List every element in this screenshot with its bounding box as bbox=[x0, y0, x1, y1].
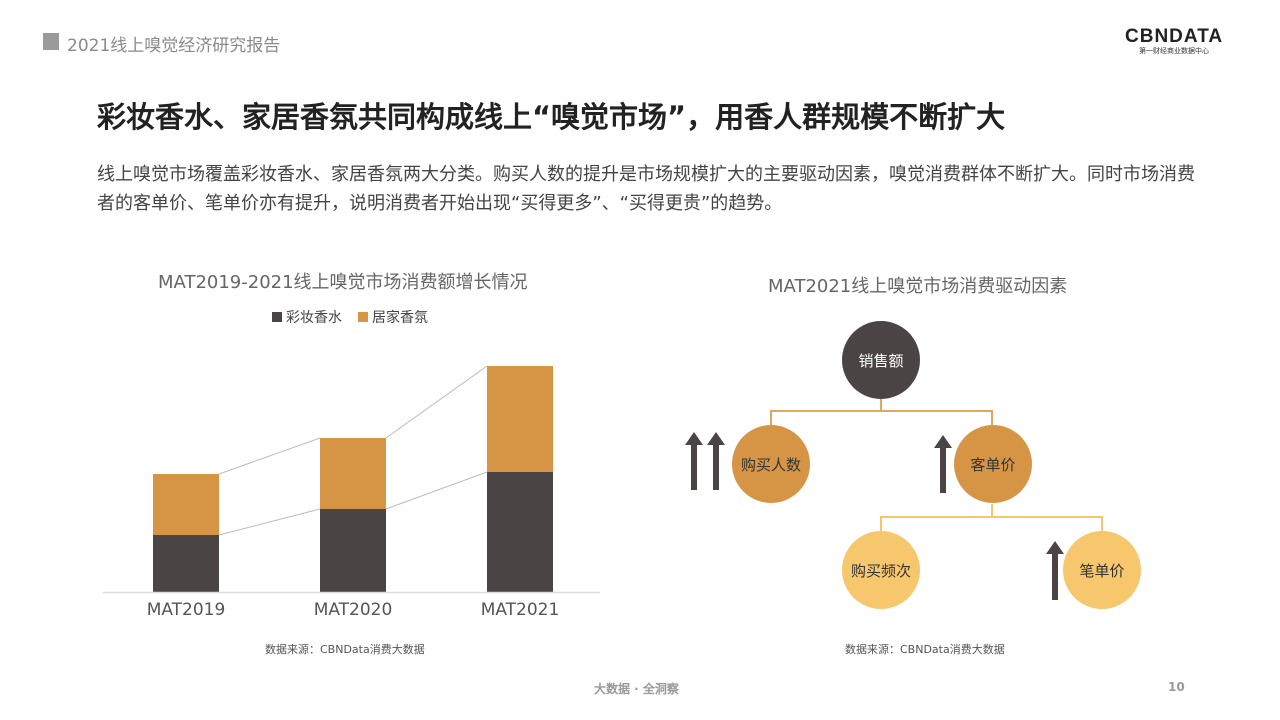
chart-title: MAT2019-2021线上嗅觉市场消费额增长情况 bbox=[158, 272, 528, 293]
chart-source: 数据来源：CBNData消费大数据 bbox=[265, 643, 425, 656]
report-title: 2021线上嗅觉经济研究报告 bbox=[67, 36, 281, 56]
connector-level2 bbox=[880, 504, 1103, 531]
bar-MAT2020-0 bbox=[320, 509, 386, 592]
node-frequency: 购买频次 bbox=[842, 531, 920, 609]
logo-subtitle: 第一财经商业数据中心 bbox=[1139, 47, 1210, 55]
logo: CBNDATA 第一财经商业数据中心 bbox=[1125, 26, 1223, 56]
node-price-per-order: 笔单价 bbox=[1063, 531, 1141, 609]
x-tick-label: MAT2019 bbox=[146, 600, 226, 620]
slide-title: 彩妆香水、家居香氛共同构成线上“嗅觉市场”，用香人群规模不断扩大 bbox=[97, 100, 1006, 134]
trend-line bbox=[385, 365, 488, 439]
bar-MAT2020-1 bbox=[320, 438, 386, 509]
bar-MAT2021-0 bbox=[487, 472, 553, 592]
bar-MAT2019-0 bbox=[153, 535, 219, 592]
legend-item: 彩妆香水 bbox=[272, 307, 342, 327]
x-tick-label: MAT2021 bbox=[480, 600, 560, 620]
bar-chart bbox=[103, 365, 600, 594]
footer-slogan: 大数据 · 全洞察 bbox=[594, 682, 679, 696]
up-arrow-icon bbox=[685, 432, 703, 490]
header-marker bbox=[43, 33, 59, 50]
trend-line bbox=[385, 471, 488, 510]
node-sales: 销售额 bbox=[842, 321, 920, 399]
slide-description: 线上嗅觉市场覆盖彩妆香水、家居香氛两大分类。购买人数的提升是市场规模扩大的主要驱… bbox=[97, 164, 1195, 214]
legend-item: 居家香氛 bbox=[358, 307, 428, 327]
logo-text: CBNDATA bbox=[1125, 26, 1224, 47]
up-arrow-icon bbox=[934, 435, 952, 493]
trend-line bbox=[218, 508, 321, 536]
bar-MAT2021-1 bbox=[487, 366, 553, 472]
chart-legend: 彩妆香水 居家香氛 bbox=[272, 307, 428, 327]
page-number: 10 bbox=[1168, 680, 1185, 694]
node-buyers: 购买人数 bbox=[732, 425, 810, 503]
bar-MAT2019-1 bbox=[153, 474, 219, 535]
connector-level1 bbox=[770, 399, 993, 425]
up-arrow-icon bbox=[707, 432, 725, 490]
x-tick-label: MAT2020 bbox=[313, 600, 393, 620]
diagram-title: MAT2021线上嗅觉市场消费驱动因素 bbox=[768, 276, 1068, 297]
node-avg-order-per-customer: 客单价 bbox=[954, 425, 1032, 503]
trend-line bbox=[218, 437, 321, 475]
diagram-source: 数据来源：CBNData消费大数据 bbox=[845, 643, 1005, 656]
up-arrow-icon bbox=[1046, 541, 1064, 600]
